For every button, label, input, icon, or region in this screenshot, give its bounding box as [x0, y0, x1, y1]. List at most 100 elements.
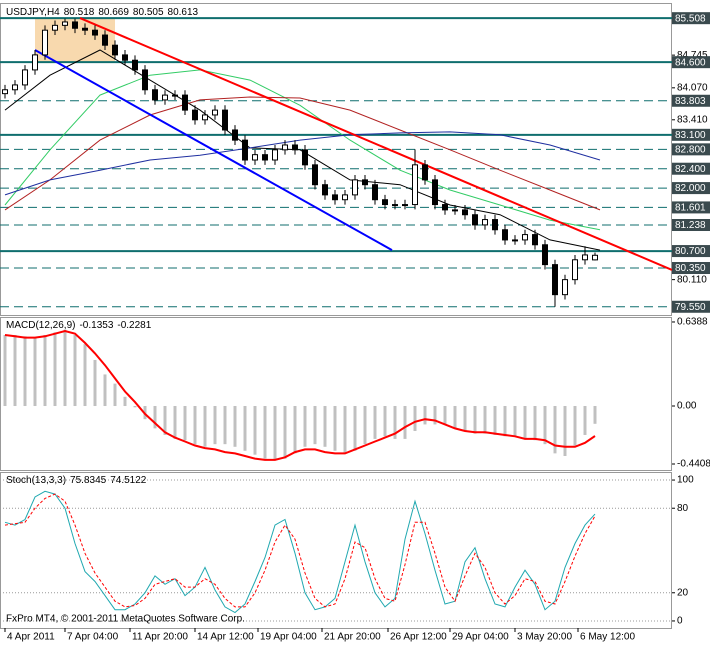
- candle-body: [272, 149, 278, 161]
- macd-bar: [573, 406, 577, 446]
- candle-body: [362, 179, 368, 186]
- candle-body: [2, 89, 8, 95]
- y-tick-label: 0.6388: [677, 317, 708, 328]
- candle-body: [322, 184, 328, 196]
- macd-bar: [173, 406, 177, 439]
- level-label-box: [672, 262, 710, 275]
- candle-body: [242, 139, 248, 161]
- macd-bar: [553, 406, 557, 454]
- candle-body: [452, 209, 458, 212]
- candle-body: [532, 234, 538, 246]
- macd-bar: [133, 406, 137, 408]
- macd-bar: [293, 406, 297, 454]
- level-label: 79.550: [675, 302, 706, 313]
- y-tick-label: 20: [677, 587, 689, 598]
- level-label: 83.803: [675, 96, 706, 107]
- moving-average: [4, 131, 601, 196]
- candle-body: [332, 194, 338, 201]
- macd-bar: [513, 406, 517, 437]
- candle-body: [352, 179, 358, 196]
- candle-body: [542, 244, 548, 266]
- level-label-box: [672, 94, 710, 107]
- macd-bar: [453, 406, 457, 429]
- macd-bar: [503, 406, 507, 437]
- level-label: 83.100: [675, 130, 706, 141]
- macd-bar: [193, 406, 197, 445]
- candle-body: [62, 21, 68, 26]
- macd-bar: [243, 406, 247, 451]
- candle-body: [512, 239, 518, 242]
- candle-body: [392, 204, 398, 207]
- header-value: 80.669: [98, 7, 129, 18]
- macd-bar: [83, 344, 87, 407]
- candle-body: [422, 164, 428, 181]
- candle-body: [222, 109, 228, 131]
- macd-bar: [543, 406, 547, 445]
- candle-body: [442, 204, 448, 211]
- macd-bar: [403, 406, 407, 439]
- macd-bar: [183, 406, 187, 441]
- y-tick-label: 84.745: [677, 50, 708, 61]
- candle-body: [462, 209, 468, 216]
- candle-body: [132, 59, 138, 71]
- x-tick-label: 19 Apr 04:00: [260, 632, 317, 643]
- macd-bar: [43, 334, 47, 407]
- level-label: 81.238: [675, 220, 706, 231]
- candle-body: [192, 109, 198, 121]
- header-value: 80.613: [168, 7, 199, 18]
- level-label: 81.601: [675, 203, 706, 214]
- moving-average: [4, 96, 601, 211]
- header-title: Stoch(13,3,3): [6, 475, 66, 486]
- candle-body: [162, 94, 168, 101]
- candle-body: [382, 199, 388, 206]
- candle-body: [592, 254, 598, 261]
- macd-bar: [333, 406, 337, 451]
- level-label-box: [672, 219, 710, 232]
- level-label: 80.700: [675, 246, 706, 257]
- macd-bar: [373, 406, 377, 439]
- stoch-panel: [0, 472, 672, 629]
- macd-bar: [313, 406, 317, 445]
- level-label-box: [672, 12, 710, 25]
- candle-body: [302, 149, 308, 166]
- candle-body: [102, 34, 108, 46]
- macd-bar: [493, 406, 497, 435]
- candle-body: [262, 154, 268, 161]
- macd-bar: [353, 406, 357, 451]
- macd-bar: [423, 406, 427, 425]
- footer: FxPro MT4, © 2001-2011 MetaQuotes Softwa…: [6, 614, 245, 625]
- level-label: 82.800: [675, 144, 706, 155]
- macd-bar: [583, 406, 587, 435]
- candle-body: [52, 24, 58, 31]
- candle-body: [412, 164, 418, 206]
- stoch-signal: [4, 493, 596, 608]
- candle-body: [312, 164, 318, 186]
- macd-bar: [123, 396, 127, 407]
- level-label-box: [672, 201, 710, 214]
- macd-bar: [73, 334, 77, 407]
- candle-body: [252, 154, 258, 161]
- macd-bar: [473, 406, 477, 434]
- macd-bar: [523, 406, 527, 439]
- macd-bar: [533, 406, 537, 441]
- x-tick-label: 29 Apr 04:00: [452, 632, 509, 643]
- macd-bar: [33, 337, 37, 407]
- y-tick-label: -0.4408: [677, 459, 710, 470]
- macd-bar: [263, 406, 267, 459]
- y-tick-label: 80.110: [677, 274, 707, 285]
- candle-body: [122, 54, 128, 61]
- candle-body: [292, 144, 298, 151]
- macd-bar: [483, 406, 487, 434]
- header-title: MACD(12,26,9): [6, 320, 75, 331]
- candle-body: [12, 84, 18, 91]
- macd-bar: [233, 406, 237, 447]
- candle-body: [232, 129, 238, 141]
- signal-line: [4, 329, 596, 461]
- candle-body: [22, 69, 28, 86]
- candle-body: [402, 204, 408, 207]
- candle-body: [142, 69, 148, 91]
- candle-body: [182, 94, 188, 111]
- x-tick-label: 3 May 20:00: [517, 632, 572, 643]
- level-label-box: [672, 162, 710, 175]
